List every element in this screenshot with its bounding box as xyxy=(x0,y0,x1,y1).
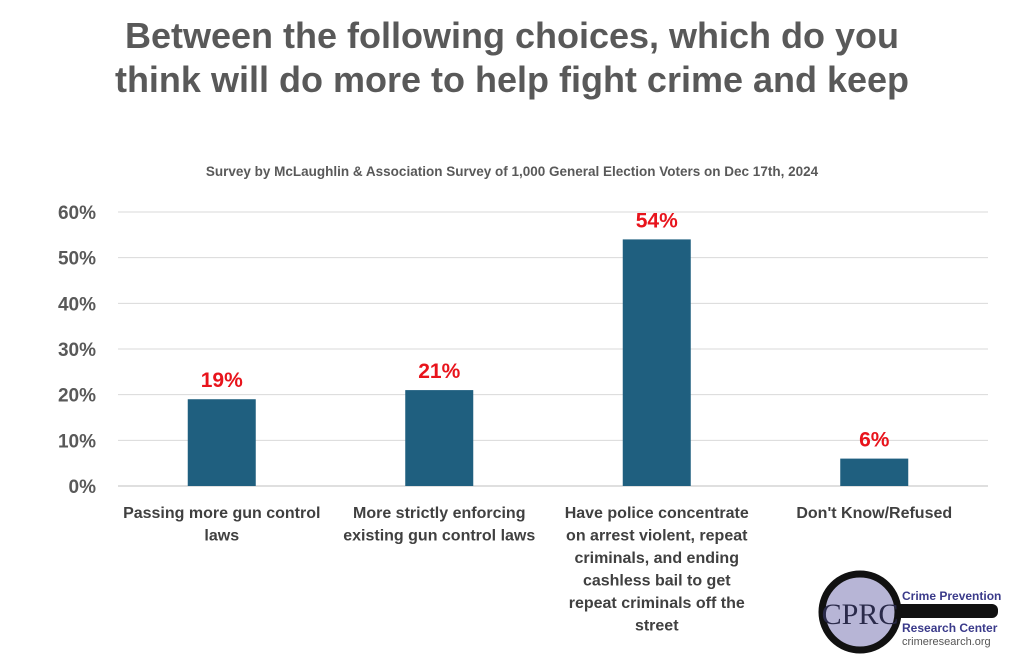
data-label: 21% xyxy=(418,360,460,383)
y-tick-label: 40% xyxy=(58,294,96,315)
x-tick-label: More strictly enforcing xyxy=(353,505,525,522)
x-tick-label: repeat criminals off the xyxy=(569,595,745,612)
y-tick-label: 60% xyxy=(58,203,96,224)
bar xyxy=(405,390,474,486)
y-tick-label: 20% xyxy=(58,386,96,407)
x-tick-label: criminals, and ending xyxy=(575,550,739,567)
x-tick-label: laws xyxy=(204,528,239,545)
x-tick-label: Have police concentrate xyxy=(565,505,749,522)
data-label: 19% xyxy=(201,369,243,392)
y-tick-label: 10% xyxy=(58,431,96,452)
y-tick-label: 50% xyxy=(58,249,96,270)
bar xyxy=(187,399,256,486)
data-label: 6% xyxy=(859,429,890,452)
y-tick-label: 30% xyxy=(58,340,96,361)
bar xyxy=(840,458,909,486)
logo-line1: Crime Prevention xyxy=(902,589,1001,603)
logo-url: crimeresearch.org xyxy=(902,636,991,648)
y-tick-label: 0% xyxy=(69,477,97,498)
x-tick-label: Passing more gun control xyxy=(123,505,320,522)
magnifier-lens xyxy=(818,570,902,654)
x-tick-label: street xyxy=(635,618,679,635)
data-label: 54% xyxy=(636,209,678,232)
x-tick-label: Don't Know/Refused xyxy=(796,505,952,522)
bar xyxy=(622,239,691,486)
logo-mark: CPRC xyxy=(822,598,899,631)
chart-subtitle: Survey by McLaughlin & Association Surve… xyxy=(205,164,819,179)
x-tick-label: existing gun control laws xyxy=(343,528,535,545)
logo-line2: Research Center xyxy=(902,621,998,635)
chart-title: Between the following choices, which do … xyxy=(114,15,910,100)
x-tick-label: cashless bail to get xyxy=(583,573,731,590)
x-tick-label: on arrest violent, repeat xyxy=(566,528,748,545)
cprc-logo: CPRC Crime Prevention Research Center cr… xyxy=(818,570,1001,654)
